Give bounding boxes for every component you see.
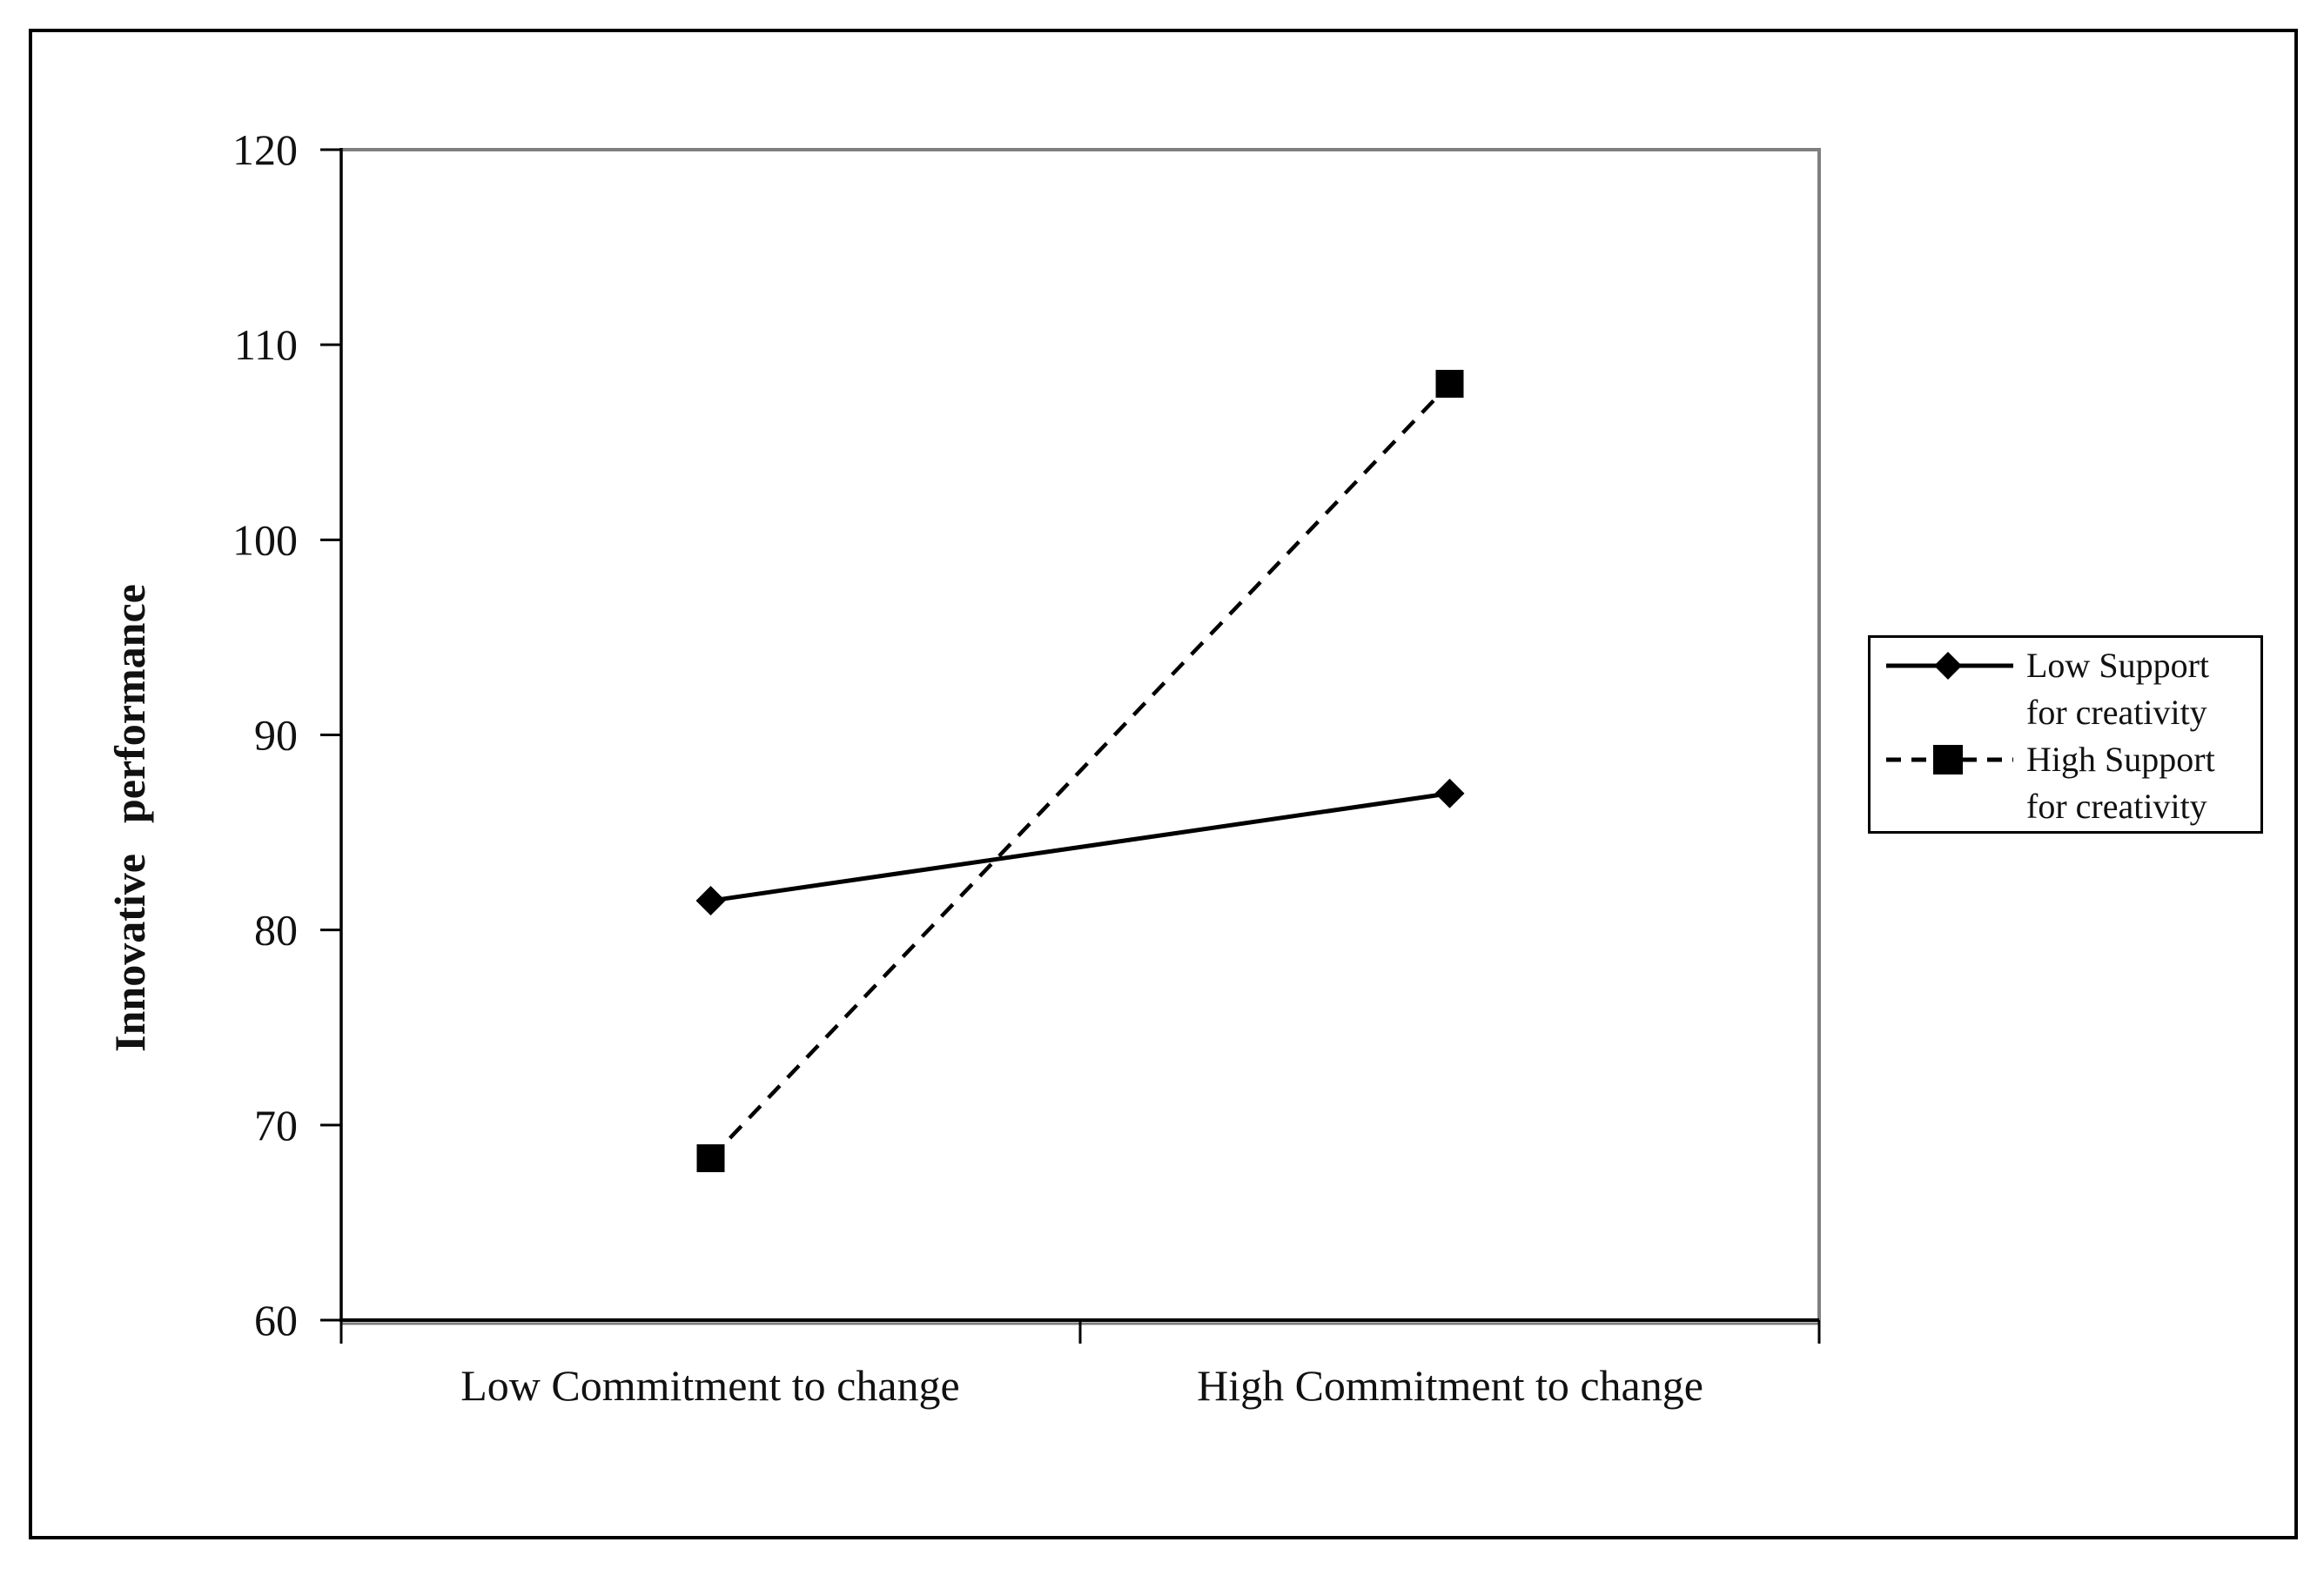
legend-dashed-line-square-icon	[1886, 745, 2013, 774]
y-tick-label: 90	[254, 711, 298, 760]
x-category-label-low: Low Commitment to change	[460, 1361, 960, 1410]
legend-label-high-support-line1: High Support	[2026, 740, 2215, 779]
legend: Low Support for creativity High Support …	[1868, 635, 2263, 834]
x-category-label-high: High Commitment to change	[1197, 1361, 1703, 1410]
legend-entry-high-support: High Support for creativity	[1883, 736, 2260, 830]
marker-square-high-support-for-creativity	[1435, 370, 1464, 398]
y-tick-label: 120	[232, 125, 298, 174]
legend-solid-line-diamond-icon	[1886, 652, 2013, 680]
figure-border	[29, 29, 2298, 1539]
series-line-high-support-for-creativity	[709, 382, 1452, 1160]
marker-diamond-low-support-for-creativity	[1434, 778, 1465, 808]
marker-square-high-support-for-creativity	[696, 1143, 725, 1172]
legend-label-low-support-line2: for creativity	[2026, 693, 2207, 732]
legend-label-high-support-line2: for creativity	[2026, 787, 2207, 826]
legend-label-low-support-line1: Low Support	[2026, 646, 2209, 685]
marker-diamond-low-support-for-creativity	[695, 886, 726, 916]
series-line-low-support-for-creativity	[710, 791, 1450, 903]
y-axis-title: Innovative performance	[105, 584, 154, 1052]
y-tick-label: 70	[254, 1101, 298, 1150]
legend-entry-low-support: Low Support for creativity	[1883, 642, 2260, 736]
y-tick-label: 80	[254, 906, 298, 955]
y-tick-label: 100	[232, 515, 298, 564]
y-tick-label: 110	[234, 320, 298, 369]
y-tick-label: 60	[254, 1296, 298, 1344]
